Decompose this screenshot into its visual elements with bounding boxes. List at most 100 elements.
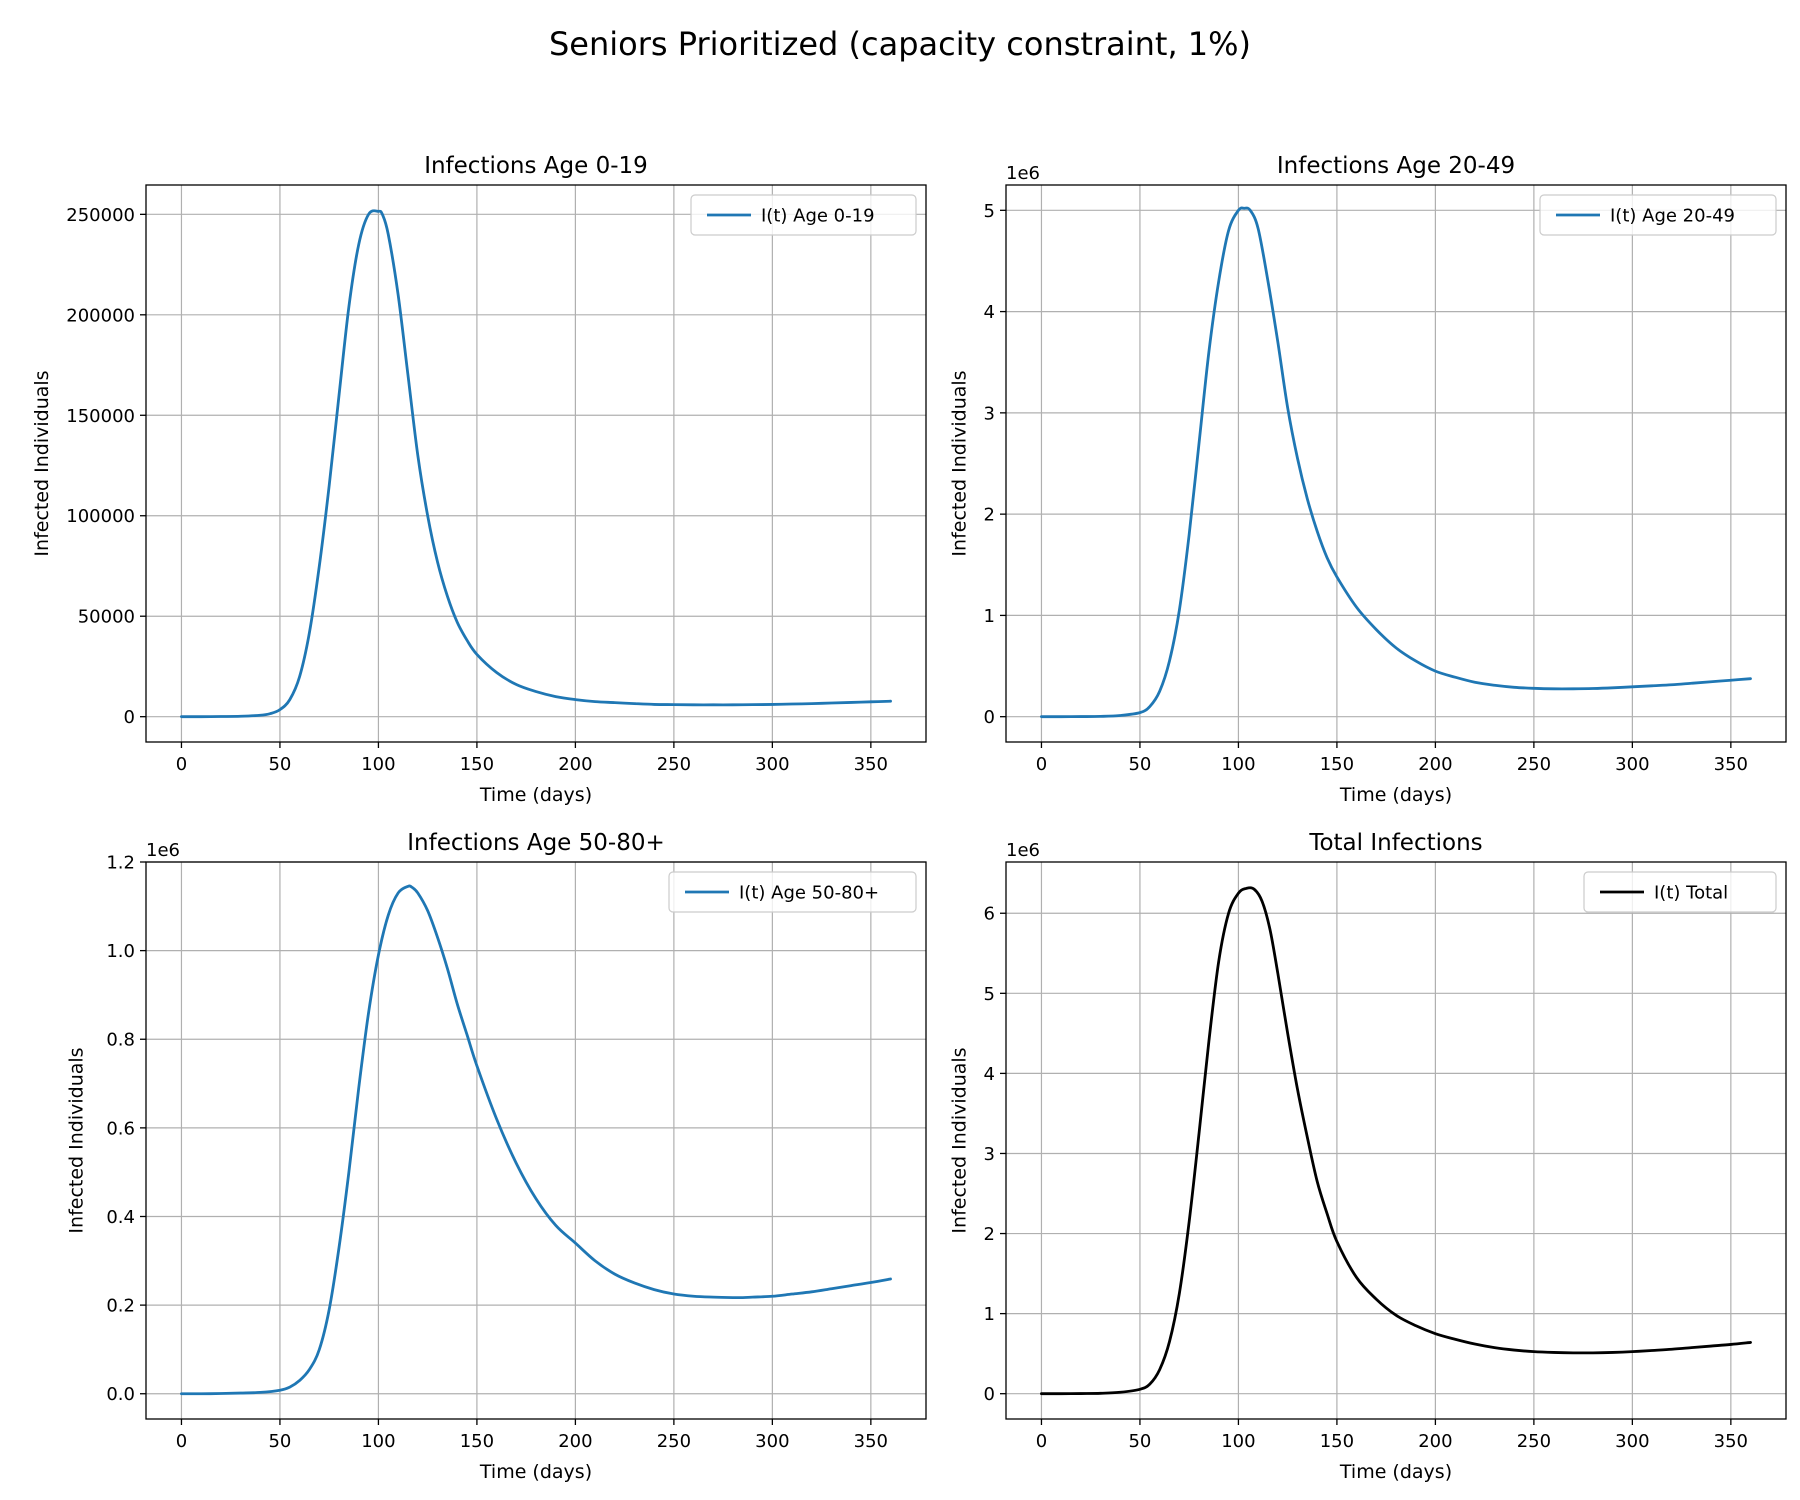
chart-panel-2: 0 50 100 150 200 250 300 350 0 1 2 3 4 5 1e6 Infections… [949,153,1787,806]
legend-frame [668,871,917,913]
x-tick-label: 300 [755,754,789,775]
x-tick-label: 200 [558,754,592,775]
y-tick-label: 0.0 [106,1384,135,1405]
x-tick-label: 350 [854,754,888,775]
y-tick-label: 200000 [66,305,135,326]
x-tick-label: 250 [657,754,691,775]
y-tick-label: 0.2 [106,1296,135,1317]
y-tick-label: 150000 [66,406,135,427]
x-tick-label: 350 [854,1431,888,1452]
y-tick-label: 2 [984,1224,995,1245]
panel-title: Infections Age 50-80+ [407,830,665,856]
y-tick-label: 0 [124,707,135,728]
y-tick-label: 3 [984,1144,995,1165]
axes-frame [145,184,927,743]
x-tick-label: 50 [1128,1431,1151,1452]
legend-frame [1583,871,1777,913]
x-tick-label: 350 [1714,754,1748,775]
x-axis-label: Time (days) [1339,784,1452,806]
x-tick-label: 250 [1517,754,1551,775]
y-tick-label: 100000 [66,506,135,527]
legend-label: I(t) Age 20-49 [1610,206,1735,227]
x-tick-label: 200 [1418,754,1452,775]
x-tick-label: 100 [361,1431,395,1452]
legend-frame [690,194,917,236]
axis-offset-text: 1e6 [146,840,180,861]
legend-label: I(t) Age 50-80+ [739,883,879,904]
y-tick-label: 250000 [66,205,135,226]
chart-panel-1: 0 50 100 150 200 250 300 350 0 50000 100000 150000 2… [31,153,927,806]
x-tick-label: 0 [1036,1431,1047,1452]
x-tick-label: 50 [268,754,291,775]
y-tick-label: 0 [984,707,995,728]
y-tick-label: 1.0 [106,941,135,962]
series-line-1 [1040,886,1752,1396]
x-tick-label: 100 [361,754,395,775]
x-tick-label: 100 [1221,1431,1255,1452]
y-tick-label: 1.2 [106,853,135,874]
y-axis-label: Infected Individuals [949,1047,971,1233]
x-tick-label: 50 [268,1431,291,1452]
y-tick-label: 0.4 [106,1207,135,1228]
legend: I(t) Age 0-19 [690,194,917,236]
x-tick-label: 150 [1320,1431,1354,1452]
legend-label: I(t) Total [1654,883,1728,904]
x-tick-label: 150 [460,1431,494,1452]
legend: I(t) Age 20-49 [1539,194,1777,236]
x-tick-label: 300 [755,1431,789,1452]
y-tick-label: 0 [984,1384,995,1405]
x-axis-label: Time (days) [479,784,592,806]
y-tick-label: 0.6 [106,1118,135,1139]
x-axis-label: Time (days) [479,1461,592,1483]
x-tick-label: 100 [1221,754,1255,775]
y-tick-label: 4 [984,1064,995,1085]
y-tick-label: 0.8 [106,1030,135,1051]
chart-panel-3: 0 50 100 150 200 250 300 350 0.0 0.2 0.4 0.6 0.8 1.0 1… [66,830,927,1483]
x-tick-label: 0 [1036,754,1047,775]
axis-offset-text: 1e6 [1006,163,1040,184]
axes-frame [1005,184,1787,743]
x-tick-label: 200 [1418,1431,1452,1452]
x-tick-label: 250 [657,1431,691,1452]
x-tick-label: 350 [1714,1431,1748,1452]
legend: I(t) Age 50-80+ [668,871,917,913]
y-tick-label: 6 [984,904,995,925]
x-tick-label: 50 [1128,754,1151,775]
legend: I(t) Total [1583,871,1777,913]
legend-frame [1539,194,1777,236]
x-tick-label: 0 [176,754,187,775]
series-line-1 [1040,206,1752,719]
axis-offset-text: 1e6 [1006,840,1040,861]
x-tick-label: 0 [176,1431,187,1452]
x-axis-label: Time (days) [1339,1461,1452,1483]
y-tick-label: 5 [984,201,995,222]
x-tick-label: 150 [460,754,494,775]
panel-title: Infections Age 0-19 [424,153,648,179]
series-line-1 [180,209,892,719]
axes-frame [145,861,927,1420]
y-tick-label: 5 [984,984,995,1005]
x-tick-label: 250 [1517,1431,1551,1452]
y-tick-label: 3 [984,403,995,424]
x-tick-label: 200 [558,1431,592,1452]
x-tick-label: 150 [1320,754,1354,775]
y-axis-label: Infected Individuals [31,370,53,556]
legend-label: I(t) Age 0-19 [761,206,875,227]
x-tick-label: 300 [1615,754,1649,775]
panel-title: Total Infections [1308,830,1482,856]
figure-title: Seniors Prioritized (capacity constraint… [549,25,1251,63]
axes-frame [1005,861,1787,1420]
y-tick-label: 4 [984,302,995,323]
y-tick-label: 2 [984,505,995,526]
series-line-1 [180,884,892,1396]
x-tick-label: 300 [1615,1431,1649,1452]
y-tick-label: 1 [984,606,995,627]
y-axis-label: Infected Individuals [66,1047,88,1233]
chart-panel-4: 0 50 100 150 200 250 300 350 0 1 2 3 4 5 6 1e6 Total Inf… [949,830,1787,1483]
y-axis-label: Infected Individuals [949,370,971,556]
panel-title: Infections Age 20-49 [1277,153,1515,179]
y-tick-label: 50000 [78,607,135,628]
y-tick-label: 1 [984,1304,995,1325]
